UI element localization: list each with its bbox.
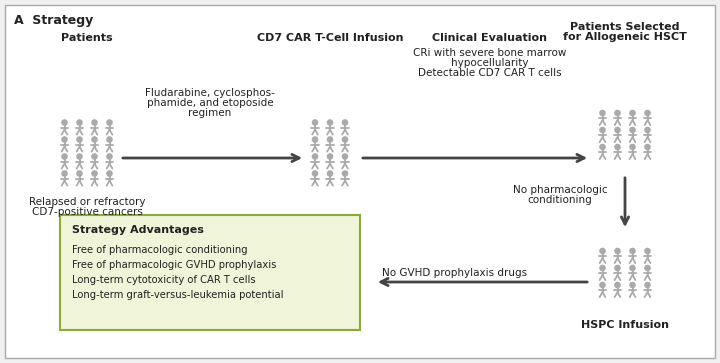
- Circle shape: [645, 127, 650, 132]
- Circle shape: [62, 171, 67, 176]
- Circle shape: [343, 171, 348, 176]
- Circle shape: [645, 248, 650, 254]
- Circle shape: [630, 265, 635, 270]
- Circle shape: [62, 154, 67, 159]
- Text: hypocellularity: hypocellularity: [451, 58, 528, 68]
- Circle shape: [645, 282, 650, 287]
- Text: Fludarabine, cyclosphos-: Fludarabine, cyclosphos-: [145, 88, 275, 98]
- Text: CD7 CAR T-Cell Infusion: CD7 CAR T-Cell Infusion: [257, 33, 403, 43]
- FancyBboxPatch shape: [60, 215, 360, 330]
- Circle shape: [600, 248, 605, 254]
- Circle shape: [328, 120, 333, 125]
- Circle shape: [62, 120, 67, 125]
- Circle shape: [645, 144, 650, 150]
- Text: Long-term cytotoxicity of CAR T cells: Long-term cytotoxicity of CAR T cells: [72, 275, 256, 285]
- Circle shape: [107, 171, 112, 176]
- Circle shape: [312, 137, 318, 142]
- Circle shape: [312, 120, 318, 125]
- Text: phamide, and etoposide: phamide, and etoposide: [147, 98, 274, 108]
- Text: conditioning: conditioning: [528, 195, 593, 205]
- Text: No GVHD prophylaxis drugs: No GVHD prophylaxis drugs: [382, 268, 528, 278]
- Circle shape: [92, 137, 97, 142]
- Circle shape: [343, 120, 348, 125]
- Circle shape: [77, 171, 82, 176]
- Circle shape: [600, 127, 605, 132]
- Circle shape: [630, 248, 635, 254]
- Circle shape: [77, 154, 82, 159]
- Circle shape: [107, 120, 112, 125]
- Circle shape: [107, 137, 112, 142]
- Circle shape: [615, 248, 620, 254]
- Circle shape: [343, 137, 348, 142]
- Text: CD7-positive cancers: CD7-positive cancers: [32, 207, 143, 217]
- Circle shape: [77, 137, 82, 142]
- Circle shape: [630, 282, 635, 287]
- Text: Free of pharmacologic GVHD prophylaxis: Free of pharmacologic GVHD prophylaxis: [72, 260, 276, 270]
- Circle shape: [600, 110, 605, 115]
- Circle shape: [600, 265, 605, 270]
- Circle shape: [630, 127, 635, 132]
- Circle shape: [62, 137, 67, 142]
- Text: Detectable CD7 CAR T cells: Detectable CD7 CAR T cells: [418, 68, 562, 78]
- Text: No pharmacologic: No pharmacologic: [513, 185, 607, 195]
- Text: Free of pharmacologic conditioning: Free of pharmacologic conditioning: [72, 245, 248, 255]
- Circle shape: [645, 110, 650, 115]
- Circle shape: [615, 127, 620, 132]
- Text: Relapsed or refractory: Relapsed or refractory: [29, 197, 145, 207]
- Text: Patients: Patients: [61, 33, 113, 43]
- Circle shape: [615, 265, 620, 270]
- Text: Clinical Evaluation: Clinical Evaluation: [433, 33, 547, 43]
- Text: regimen: regimen: [189, 108, 232, 118]
- Circle shape: [107, 154, 112, 159]
- Circle shape: [343, 154, 348, 159]
- Text: CRi with severe bone marrow: CRi with severe bone marrow: [413, 48, 567, 58]
- Circle shape: [328, 137, 333, 142]
- Text: A  Strategy: A Strategy: [14, 14, 94, 27]
- Circle shape: [615, 110, 620, 115]
- Circle shape: [92, 120, 97, 125]
- Circle shape: [312, 171, 318, 176]
- Circle shape: [77, 120, 82, 125]
- Circle shape: [615, 282, 620, 287]
- Circle shape: [600, 282, 605, 287]
- Circle shape: [92, 154, 97, 159]
- Circle shape: [630, 144, 635, 150]
- Text: Long-term graft-versus-leukemia potential: Long-term graft-versus-leukemia potentia…: [72, 290, 284, 300]
- Text: HSPC Infusion: HSPC Infusion: [581, 320, 669, 330]
- Circle shape: [328, 154, 333, 159]
- Circle shape: [600, 144, 605, 150]
- Circle shape: [645, 265, 650, 270]
- Text: Strategy Advantages: Strategy Advantages: [72, 225, 204, 235]
- Circle shape: [92, 171, 97, 176]
- FancyBboxPatch shape: [5, 5, 715, 358]
- Text: Patients Selected: Patients Selected: [570, 22, 680, 32]
- Text: for Allogeneic HSCT: for Allogeneic HSCT: [563, 32, 687, 42]
- Circle shape: [630, 110, 635, 115]
- Circle shape: [615, 144, 620, 150]
- Circle shape: [312, 154, 318, 159]
- Circle shape: [328, 171, 333, 176]
